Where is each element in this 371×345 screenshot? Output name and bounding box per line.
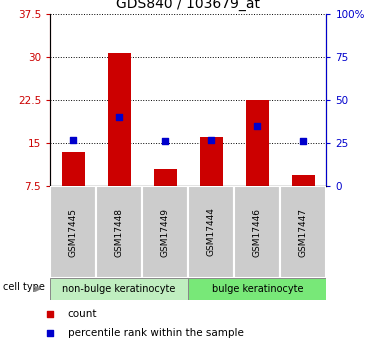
Title: GDS840 / 103679_at: GDS840 / 103679_at bbox=[116, 0, 260, 11]
Bar bbox=[142, 186, 188, 278]
Bar bbox=[96, 186, 142, 278]
Bar bbox=[280, 186, 326, 278]
Point bbox=[284, 211, 290, 216]
Text: GSM17448: GSM17448 bbox=[115, 207, 124, 257]
Text: GSM17449: GSM17449 bbox=[161, 207, 170, 257]
Text: GSM17447: GSM17447 bbox=[299, 207, 308, 257]
Bar bbox=[188, 278, 326, 300]
Bar bbox=[246, 100, 269, 186]
Text: GSM17445: GSM17445 bbox=[69, 207, 78, 257]
Text: GSM17446: GSM17446 bbox=[253, 207, 262, 257]
Point bbox=[162, 139, 168, 144]
Bar bbox=[50, 186, 96, 278]
Bar bbox=[188, 186, 234, 278]
Bar bbox=[62, 152, 85, 186]
Bar bbox=[292, 175, 315, 186]
Text: GSM17444: GSM17444 bbox=[207, 208, 216, 256]
Text: cell type: cell type bbox=[3, 282, 45, 292]
Point bbox=[70, 137, 76, 142]
Bar bbox=[200, 137, 223, 186]
Point bbox=[209, 137, 214, 142]
Bar bbox=[154, 169, 177, 186]
Bar bbox=[50, 278, 188, 300]
Point bbox=[116, 115, 122, 120]
Point bbox=[301, 139, 306, 144]
Text: bulge keratinocyte: bulge keratinocyte bbox=[211, 284, 303, 294]
Bar bbox=[234, 186, 280, 278]
Point bbox=[284, 38, 290, 44]
Text: non-bulge keratinocyte: non-bulge keratinocyte bbox=[62, 284, 176, 294]
Text: count: count bbox=[68, 309, 97, 319]
Bar bbox=[108, 53, 131, 186]
Point bbox=[255, 123, 260, 129]
Text: percentile rank within the sample: percentile rank within the sample bbox=[68, 328, 244, 338]
